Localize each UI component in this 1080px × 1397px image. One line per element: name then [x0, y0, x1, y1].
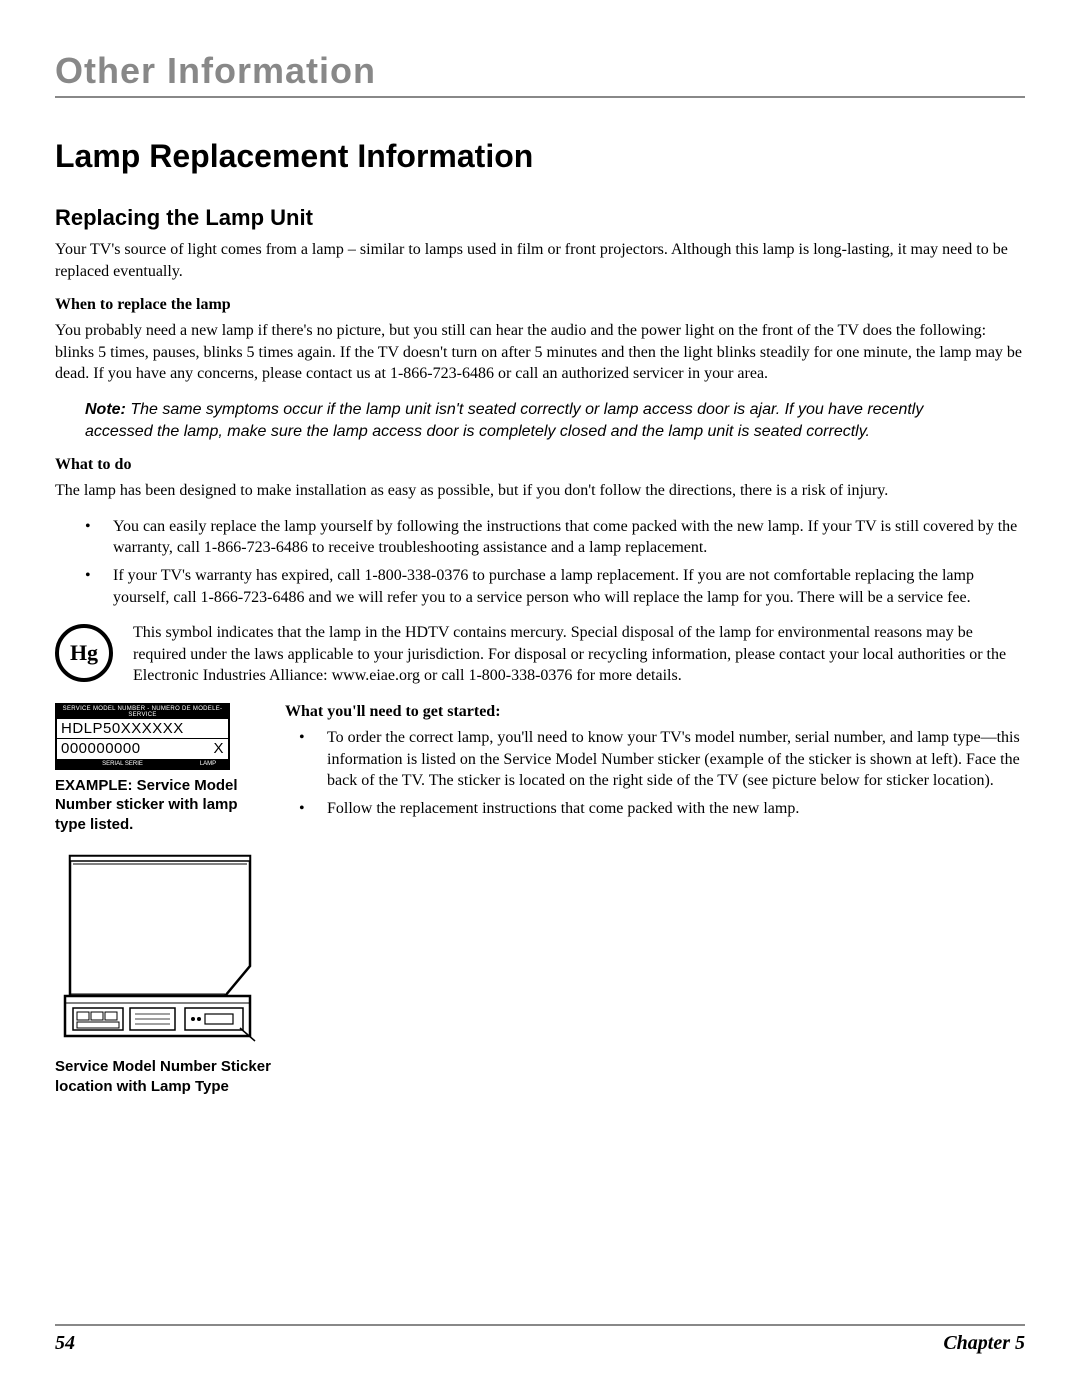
hg-text: This symbol indicates that the lamp in t… — [133, 622, 1025, 687]
bullet-item: Follow the replacement instructions that… — [299, 798, 1025, 820]
sticker-model: HDLP50XXXXXX — [57, 719, 228, 740]
chapter-label: Chapter 5 — [943, 1332, 1025, 1355]
bullet-item: You can easily replace the lamp yourself… — [85, 516, 1025, 559]
when-body: You probably need a new lamp if there's … — [55, 320, 1025, 385]
what-heading: What to do — [55, 456, 1025, 474]
sticker-serial: 000000000 X — [57, 739, 228, 760]
bullets-list-b: To order the correct lamp, you'll need t… — [299, 727, 1025, 819]
intro-para: Your TV's source of light comes from a l… — [55, 239, 1025, 282]
sticker-footer-lamp: LAMP — [188, 761, 228, 767]
sticker-serial-num: 000000000 — [61, 739, 141, 759]
chapter-header: Other Information — [55, 50, 1025, 98]
what-body: The lamp has been designed to make insta… — [55, 480, 1025, 502]
mercury-notice: Hg This symbol indicates that the lamp i… — [55, 622, 1025, 687]
section-heading: Replacing the Lamp Unit — [55, 205, 1025, 231]
bullet-item: To order the correct lamp, you'll need t… — [299, 727, 1025, 792]
need-heading: What you'll need to get started: — [285, 703, 1025, 721]
tv-caption: Service Model Number Sticker location wi… — [55, 1057, 275, 1096]
bullet-item: If your TV's warranty has expired, call … — [85, 565, 1025, 608]
page-title: Lamp Replacement Information — [55, 138, 1025, 175]
note-text: The same symptoms occur if the lamp unit… — [85, 401, 923, 440]
when-heading: When to replace the lamp — [55, 296, 1025, 314]
sticker-footer: SERIAL SERIE LAMP — [57, 760, 228, 768]
sticker-example: SERVICE MODEL NUMBER - NUMERO DE MODELE-… — [55, 703, 230, 770]
note-block: Note: The same symptoms occur if the lam… — [85, 399, 995, 442]
note-label: Note: — [85, 401, 126, 418]
bullets-list-a: You can easily replace the lamp yourself… — [85, 516, 1025, 608]
page-number: 54 — [55, 1332, 75, 1355]
sticker-header: SERVICE MODEL NUMBER - NUMERO DE MODELE-… — [57, 705, 228, 719]
hg-icon: Hg — [55, 624, 113, 682]
page-footer: 54 Chapter 5 — [55, 1324, 1025, 1355]
sticker-caption: EXAMPLE: Service Model Number sticker wi… — [55, 776, 255, 835]
tv-diagram — [55, 846, 265, 1046]
sticker-lamp-type: X — [213, 739, 224, 759]
sticker-footer-serial: SERIAL SERIE — [57, 761, 188, 767]
